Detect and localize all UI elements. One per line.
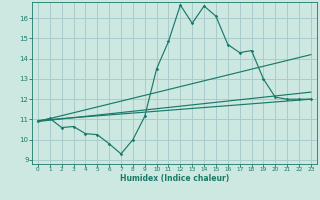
X-axis label: Humidex (Indice chaleur): Humidex (Indice chaleur) bbox=[120, 174, 229, 183]
